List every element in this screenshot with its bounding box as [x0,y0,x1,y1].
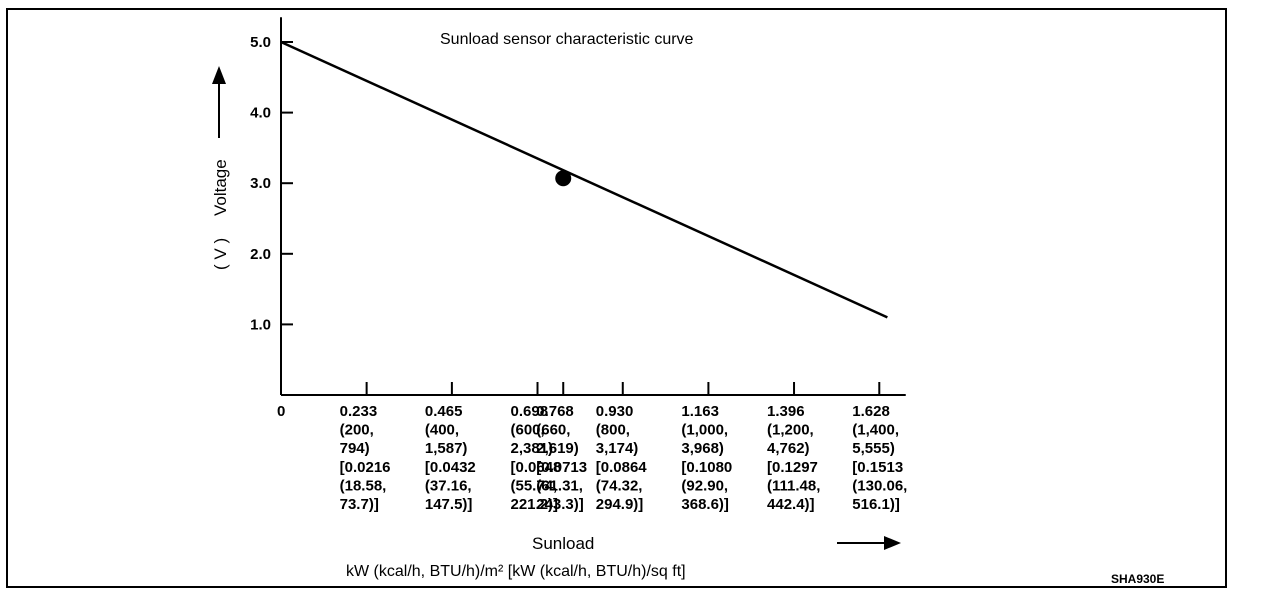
x-tick-line: (18.58, [340,477,387,494]
y-tick-label-3: 3.0 [250,175,271,192]
x-tick-label-4: 0.768 (660, 2,619) [0.0713 (61.31, 243.3)] [536,403,587,513]
x-tick-line: [0.0216 [340,459,391,476]
x-tick-line: 0.698 [511,403,549,420]
x-tick-line: 73.7)] [340,496,379,513]
x-tick-label-2: 0.465 (400, 1,587) [0.0432 (37.16, 147.5)] [425,403,476,513]
x-tick-label-0: 0 [277,403,285,420]
figure-code: SHA930E [1111,572,1164,586]
x-tick-line: (400, [425,422,459,439]
x-tick-line: 1.163 [681,403,719,420]
x-tick-line: (800, [596,422,630,439]
x-tick-line: 243.3)] [536,496,584,513]
x-tick-line: (660, [536,422,570,439]
x-tick-line: (130.06, [852,477,907,494]
figure-frame: 1.0 2.0 3.0 4.0 5.0 0 0.233 (200, 794) [0.0216 (1… [6,8,1227,588]
x-tick-line: 0 [277,403,285,420]
x-axis-label: Sunload [532,534,594,553]
x-tick-line: 0.768 [536,403,574,420]
x-tick-line: [0.1513 [852,459,903,476]
x-tick-line: 5,555) [852,440,895,457]
x-tick-line: (74.32, [596,477,643,494]
data-point-marker [555,170,572,187]
y-arrow-head [212,66,226,84]
x-tick-line: 442.4)] [767,496,815,513]
x-arrow-head [884,536,901,550]
x-tick-line: (55.74, [511,477,558,494]
axes [280,17,906,396]
y-label-group: ( V ) Voltage [211,159,230,270]
x-tick-line: 147.5)] [425,496,473,513]
x-tick-line: 0.233 [340,403,378,420]
x-tick-line: 0.465 [425,403,463,420]
y-axis-unit: ( V ) [211,238,230,270]
x-tick-line: 4,762) [767,440,810,457]
x-tick-line: 1,587) [425,440,468,457]
x-tick-line: [0.1080 [681,459,732,476]
chart-title: Sunload sensor characteristic curve [440,31,694,48]
y-ticks: 1.0 2.0 3.0 4.0 5.0 [250,34,293,333]
x-tick-line: [0.0713 [536,459,587,476]
x-tick-line: [0.0864 [596,459,648,476]
x-tick-line: [0.0648 [511,459,562,476]
x-tick-line: [0.0432 [425,459,476,476]
x-axis-units: kW (kcal/h, BTU/h)/m² [kW (kcal/h, BTU/h… [346,563,686,580]
x-tick-line: (1,400, [852,422,899,439]
x-tick-line: 368.6)] [681,496,729,513]
x-tick-line: 221.2)] [511,496,559,513]
x-tick-line: 294.9)] [596,496,644,513]
y-tick-label-1: 1.0 [250,316,271,333]
series-group [280,40,888,319]
x-tick-line: 1.628 [852,403,890,420]
x-tick-line: 2,619) [536,440,579,457]
x-tick-label-1: 0.233 (200, 794) [0.0216 (18.58, 73.7)] [340,403,391,513]
x-tick-line: 3,968) [681,440,724,457]
series-line-1 [280,40,888,319]
y-axis-arrow [212,66,226,138]
x-tick-line: (600, [511,422,545,439]
x-tick-line: [0.1297 [767,459,818,476]
x-tick-line: (92.90, [681,477,728,494]
x-tick-line: (200, [340,422,374,439]
x-ticks: 0 0.233 (200, 794) [0.0216 (18.58, 73.7)] 0.465… [277,382,907,513]
y-axis-label: Voltage [211,159,230,216]
x-tick-line: 1.396 [767,403,805,420]
y-tick-label-2: 2.0 [250,246,271,263]
x-tick-label-6: 1.163 (1,000, 3,968) [0.1080 (92.90, 368.6)] [681,403,732,513]
x-tick-line: (61.31, [536,477,583,494]
x-tick-line: (111.48, [767,477,820,494]
y-tick-label-4: 4.0 [250,105,271,122]
x-tick-line: 2,381) [511,440,554,457]
x-tick-line: (37.16, [425,477,472,494]
x-tick-label-7: 1.396 (1,200, 4,762) [0.1297 (111.48, 442.4)] [767,403,820,513]
y-tick-label-5: 5.0 [250,34,271,51]
x-tick-line: 516.1)] [852,496,900,513]
chart-svg: 1.02.03.04.05.0 0 0.233 (200, 794) [0.0216 (1… [211,17,1164,586]
x-axis-arrow [837,536,901,550]
x-tick-label-5: 0.930 (800, 3,174) [0.0864 (74.32, 294.9)] [596,403,648,513]
x-tick-line: 3,174) [596,440,639,457]
x-tick-line: 794) [340,440,370,457]
x-tick-line: (1,000, [681,422,728,439]
x-tick-line: (1,200, [767,422,814,439]
x-tick-label-3: 0.698 (600, 2,381) [0.0648 (55.74, 221.2)] [511,403,562,513]
x-tick-label-8: 1.628 (1,400, 5,555) [0.1513 (130.06, 516.1)] [852,403,907,513]
x-tick-line: 0.930 [596,403,634,420]
